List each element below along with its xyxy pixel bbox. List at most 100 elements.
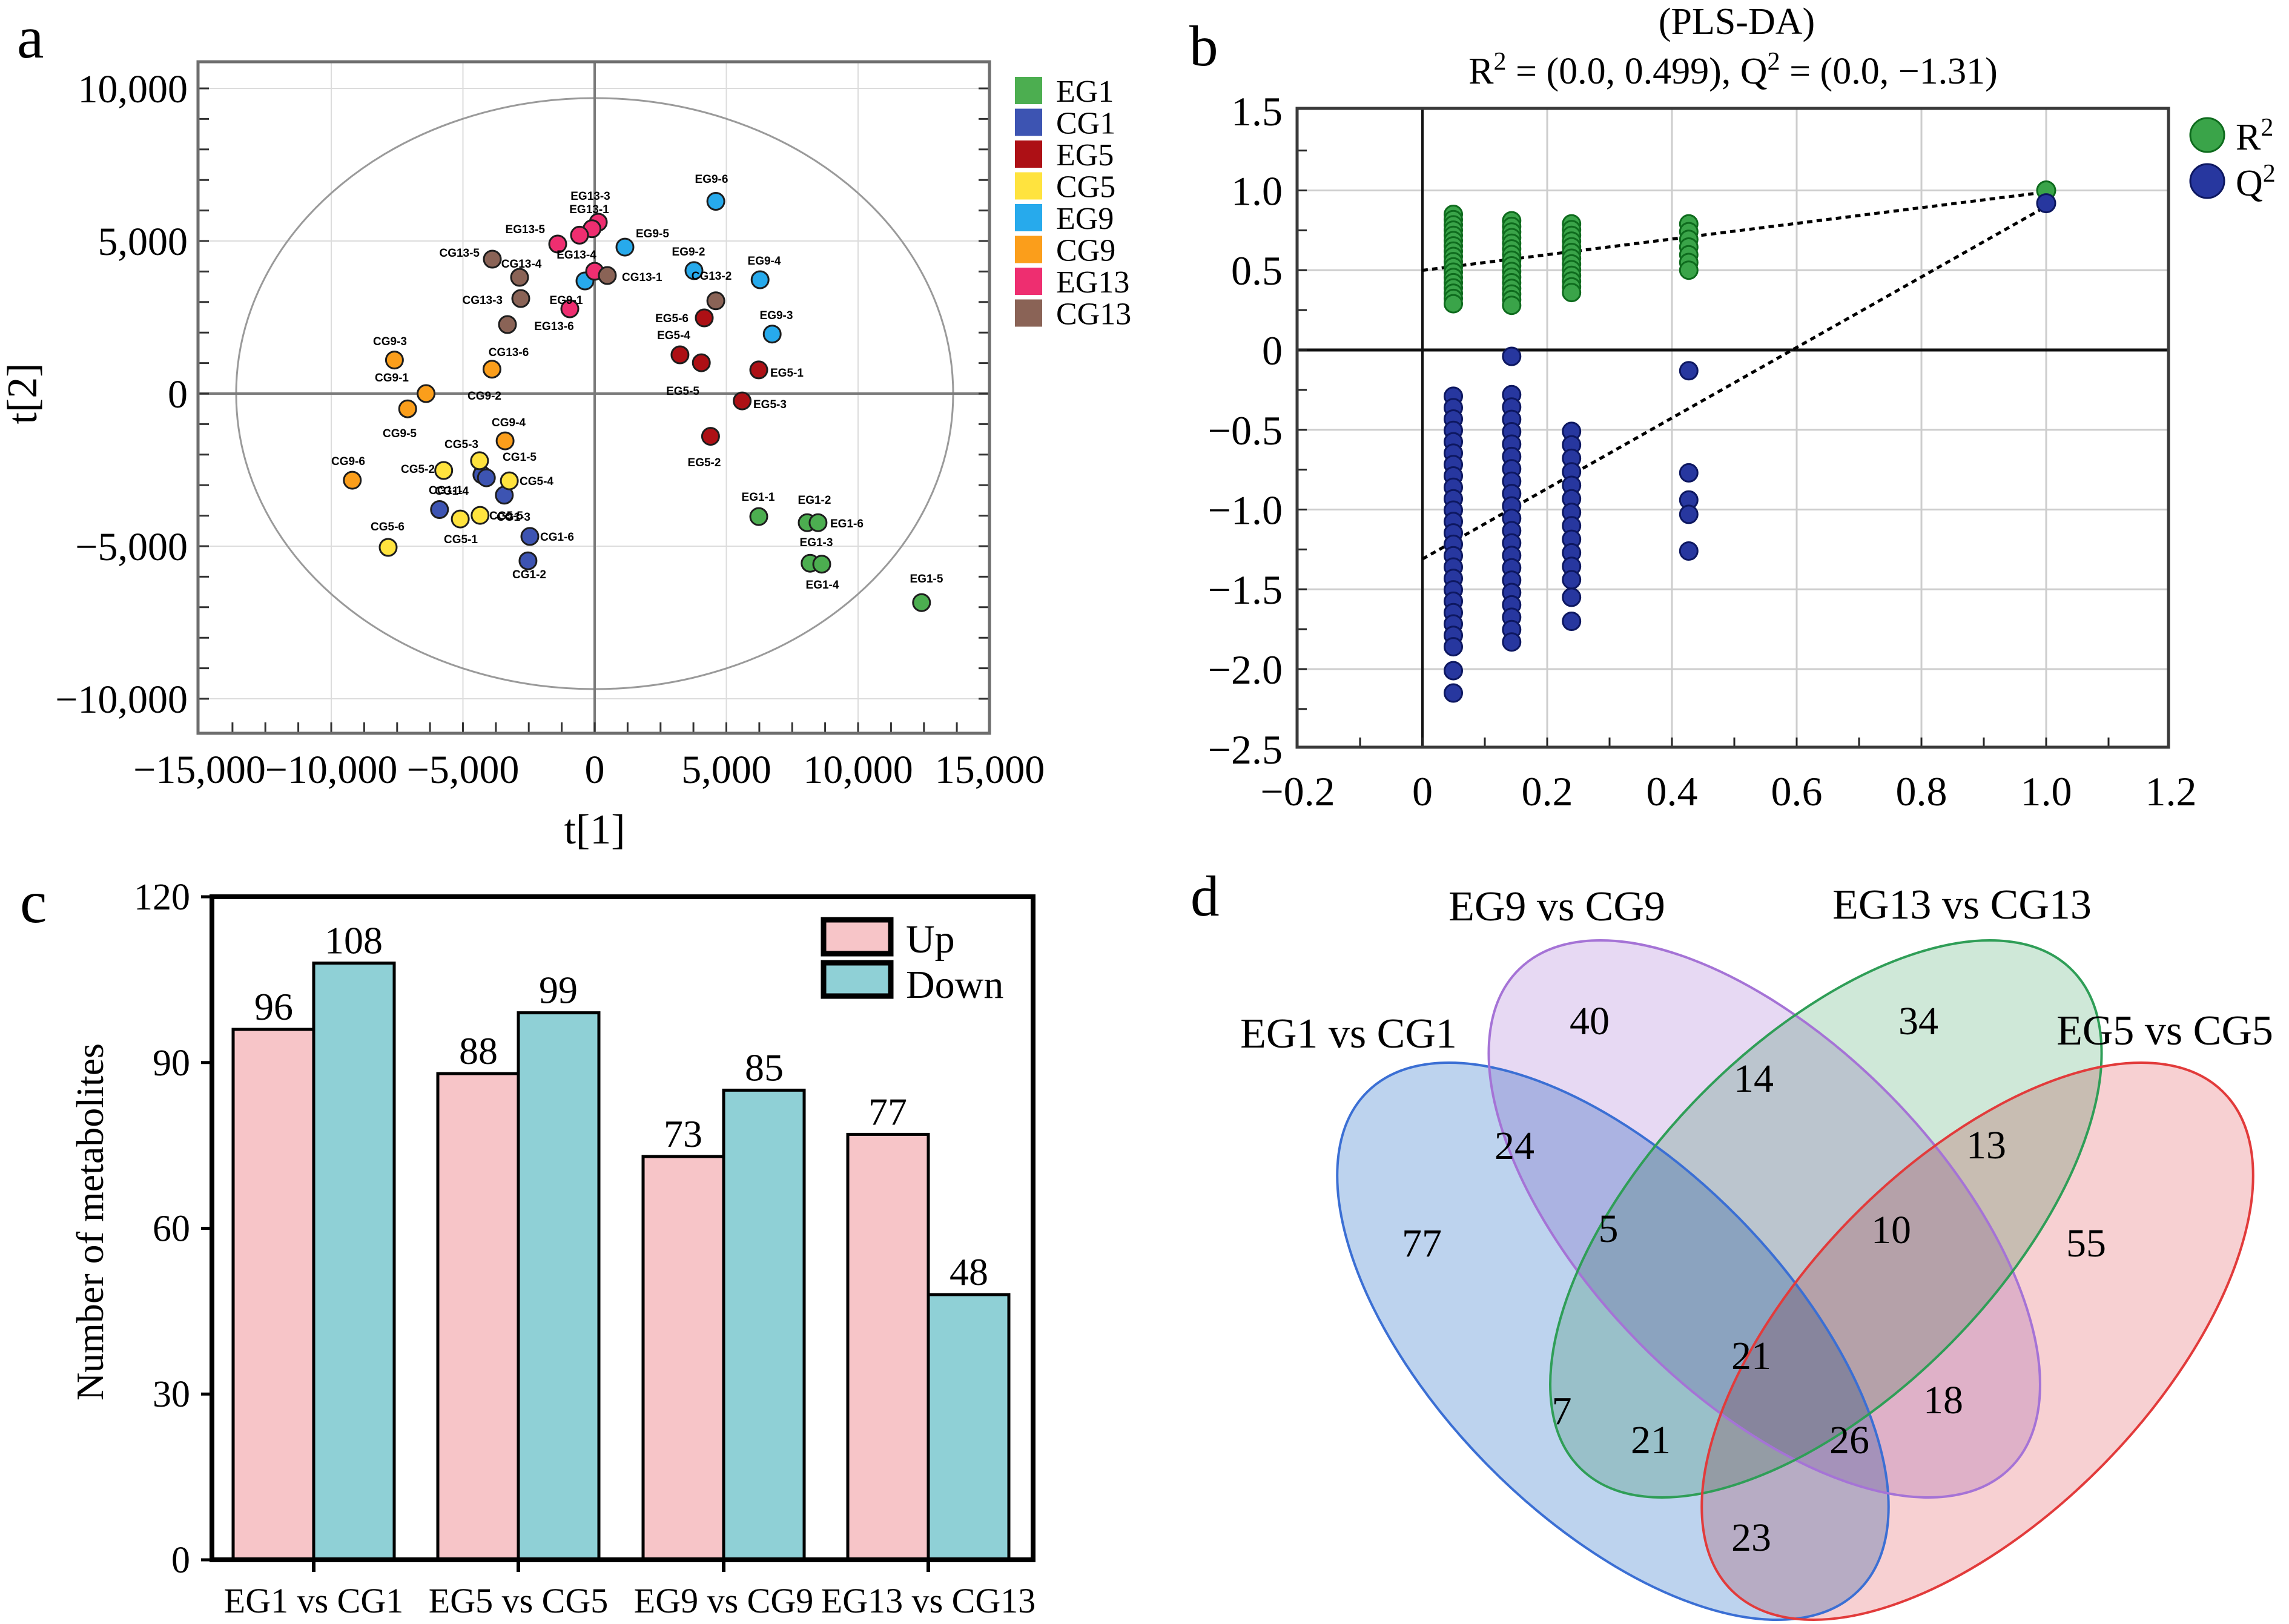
svg-text:96: 96 bbox=[254, 985, 293, 1028]
svg-text:−5,000: −5,000 bbox=[407, 748, 520, 792]
svg-text:CG1-3: CG1-3 bbox=[497, 511, 530, 524]
svg-text:CG9-6: CG9-6 bbox=[331, 455, 365, 468]
svg-text:CG13-5: CG13-5 bbox=[439, 247, 480, 260]
svg-text:0.8: 0.8 bbox=[1896, 768, 1947, 814]
svg-text:CG1-5: CG1-5 bbox=[503, 451, 537, 464]
svg-text:CG13-6: CG13-6 bbox=[489, 346, 529, 359]
svg-text:a: a bbox=[17, 4, 44, 71]
svg-text:30: 30 bbox=[153, 1374, 190, 1415]
svg-text:0.2: 0.2 bbox=[1522, 768, 1573, 814]
svg-text:CG5-5: CG5-5 bbox=[489, 510, 523, 523]
svg-text:−10,000: −10,000 bbox=[265, 748, 398, 792]
svg-text:14: 14 bbox=[1734, 1057, 1774, 1101]
svg-text:d: d bbox=[1191, 864, 1220, 928]
svg-text:CG5-4: CG5-4 bbox=[520, 475, 553, 488]
svg-text:88: 88 bbox=[459, 1029, 498, 1072]
svg-text:−1.5: −1.5 bbox=[1208, 567, 1283, 613]
svg-text:−2.5: −2.5 bbox=[1208, 727, 1283, 773]
svg-text:EG13-1: EG13-1 bbox=[569, 203, 609, 216]
svg-text:CG9-3: CG9-3 bbox=[373, 335, 407, 348]
svg-text:EG1 vs CG1: EG1 vs CG1 bbox=[1240, 1011, 1457, 1057]
svg-text:EG1: EG1 bbox=[1056, 74, 1114, 109]
svg-text:EG9-1: EG9-1 bbox=[550, 294, 583, 307]
svg-text:1.5: 1.5 bbox=[1231, 88, 1283, 134]
svg-text:0: 0 bbox=[1262, 328, 1283, 374]
svg-text:0.4: 0.4 bbox=[1647, 768, 1698, 814]
svg-text:EG5-6: EG5-6 bbox=[655, 312, 689, 325]
svg-text:0.6: 0.6 bbox=[1771, 768, 1823, 814]
svg-text:1.0: 1.0 bbox=[2021, 768, 2072, 814]
svg-text:EG9-2: EG9-2 bbox=[672, 246, 705, 259]
svg-text:CG9: CG9 bbox=[1056, 234, 1115, 268]
svg-text:CG1-6: CG1-6 bbox=[540, 531, 574, 544]
svg-text:−15,000: −15,000 bbox=[133, 748, 266, 792]
svg-text:EG13 vs CG13: EG13 vs CG13 bbox=[1832, 882, 2092, 928]
svg-text:CG1-1: CG1-1 bbox=[429, 484, 463, 497]
svg-text:−1.0: −1.0 bbox=[1208, 487, 1283, 533]
svg-text:EG13 vs CG13: EG13 vs CG13 bbox=[821, 1581, 1036, 1620]
svg-text:EG1-5: EG1-5 bbox=[910, 573, 943, 586]
svg-text:CG1: CG1 bbox=[1056, 107, 1115, 141]
svg-text:CG5-3: CG5-3 bbox=[444, 438, 478, 451]
svg-text:10: 10 bbox=[1871, 1208, 1911, 1252]
svg-text:Up: Up bbox=[906, 917, 955, 962]
svg-text:0: 0 bbox=[585, 748, 605, 792]
svg-text:CG9-4: CG9-4 bbox=[492, 417, 526, 429]
svg-text:48: 48 bbox=[950, 1250, 988, 1293]
svg-text:77: 77 bbox=[868, 1090, 907, 1133]
svg-text:EG5 vs CG5: EG5 vs CG5 bbox=[429, 1581, 608, 1620]
svg-text:0: 0 bbox=[1412, 768, 1433, 814]
svg-text:1.2: 1.2 bbox=[2145, 768, 2197, 814]
svg-text:EG9-5: EG9-5 bbox=[636, 228, 669, 240]
svg-text:5: 5 bbox=[1599, 1207, 1619, 1251]
svg-text:21: 21 bbox=[1731, 1334, 1771, 1378]
svg-text:55: 55 bbox=[2066, 1221, 2106, 1266]
svg-text:−10,000: −10,000 bbox=[55, 678, 188, 722]
svg-text:(PLS-DA): (PLS-DA) bbox=[1659, 1, 1815, 42]
svg-text:EG5: EG5 bbox=[1056, 138, 1114, 173]
svg-text:10,000: 10,000 bbox=[78, 67, 188, 111]
svg-text:EG13-3: EG13-3 bbox=[570, 190, 610, 203]
svg-text:24: 24 bbox=[1495, 1124, 1534, 1168]
svg-text:CG5-2: CG5-2 bbox=[401, 463, 435, 476]
svg-text:t[2]: t[2] bbox=[0, 363, 46, 424]
svg-text:CG1-4: CG1-4 bbox=[435, 485, 469, 498]
svg-text:7: 7 bbox=[1552, 1389, 1572, 1433]
svg-text:EG1-3: EG1-3 bbox=[800, 536, 833, 549]
svg-text:CG1-2: CG1-2 bbox=[512, 569, 546, 581]
svg-text:10,000: 10,000 bbox=[803, 748, 913, 792]
svg-text:120: 120 bbox=[134, 877, 190, 918]
svg-text:77: 77 bbox=[1402, 1221, 1442, 1266]
svg-text:EG5-1: EG5-1 bbox=[770, 367, 804, 380]
svg-text:15,000: 15,000 bbox=[935, 748, 1045, 792]
svg-text:99: 99 bbox=[539, 969, 578, 1012]
svg-text:40: 40 bbox=[1570, 999, 1610, 1043]
svg-text:21: 21 bbox=[1631, 1418, 1671, 1462]
svg-text:CG13-3: CG13-3 bbox=[462, 294, 503, 307]
svg-text:CG9-5: CG9-5 bbox=[383, 427, 417, 440]
svg-text:90: 90 bbox=[153, 1043, 190, 1084]
svg-text:85: 85 bbox=[745, 1046, 784, 1089]
svg-text:EG5-2: EG5-2 bbox=[688, 457, 721, 469]
svg-text:23: 23 bbox=[1731, 1516, 1771, 1560]
svg-text:−2.0: −2.0 bbox=[1208, 647, 1283, 693]
svg-text:CG13-1: CG13-1 bbox=[622, 271, 662, 284]
svg-text:EG9 vs CG9: EG9 vs CG9 bbox=[1448, 883, 1665, 930]
svg-text:0: 0 bbox=[168, 372, 188, 417]
svg-text:t[1]: t[1] bbox=[564, 807, 625, 853]
svg-text:18: 18 bbox=[1923, 1378, 1963, 1422]
svg-text:1.0: 1.0 bbox=[1231, 168, 1283, 214]
svg-text:CG13-4: CG13-4 bbox=[501, 258, 542, 271]
svg-text:60: 60 bbox=[153, 1209, 190, 1250]
svg-text:EG13-4: EG13-4 bbox=[557, 249, 596, 262]
svg-text:EG1-4: EG1-4 bbox=[806, 579, 839, 592]
svg-text:13: 13 bbox=[1966, 1123, 2006, 1167]
svg-text:5,000: 5,000 bbox=[98, 220, 188, 264]
svg-text:EG13: EG13 bbox=[1056, 265, 1129, 300]
svg-text:0.5: 0.5 bbox=[1231, 248, 1283, 294]
svg-text:CG9-1: CG9-1 bbox=[375, 372, 409, 385]
svg-text:CG13-2: CG13-2 bbox=[692, 270, 732, 283]
svg-text:EG5-4: EG5-4 bbox=[657, 329, 690, 342]
svg-text:EG5 vs CG5: EG5 vs CG5 bbox=[2056, 1008, 2273, 1054]
svg-text:73: 73 bbox=[664, 1112, 702, 1155]
